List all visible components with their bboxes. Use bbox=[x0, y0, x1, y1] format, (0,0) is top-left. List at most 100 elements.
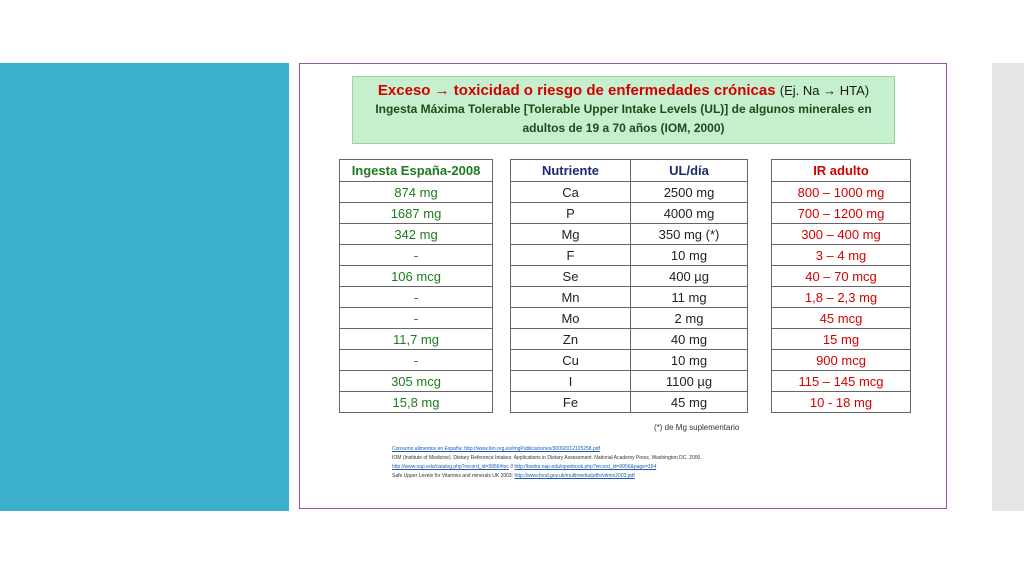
ingesta-header: Ingesta España-2008 bbox=[339, 159, 493, 182]
table-row: 10 - 18 mg bbox=[771, 391, 911, 413]
table-row: 40 – 70 mcg bbox=[771, 265, 911, 287]
left-accent-band bbox=[0, 63, 289, 511]
title-subtitle-line1: Ingesta Máxima Tolerable [Tolerable Uppe… bbox=[375, 102, 872, 116]
table-row: 106 mcg bbox=[339, 265, 493, 287]
table-row: 800 – 1000 mg bbox=[771, 181, 911, 203]
table-row: Cu 10 mg bbox=[510, 349, 748, 371]
ingesta-cell: 106 mcg bbox=[339, 265, 493, 287]
table-row: P 4000 mg bbox=[510, 202, 748, 224]
table-row: 305 mcg bbox=[339, 370, 493, 392]
ir-header: IR adulto bbox=[771, 159, 911, 182]
reference-link[interactable]: Consumo alimentos en España: http://www.… bbox=[392, 446, 600, 452]
ul-cell: 10 mg bbox=[630, 244, 748, 266]
table-row: 300 – 400 mg bbox=[771, 223, 911, 245]
nutriente-cell: Zn bbox=[510, 328, 631, 350]
slide-image: Exceso → toxicidad o riesgo de enfermeda… bbox=[299, 63, 947, 509]
table-row: 1687 mg bbox=[339, 202, 493, 224]
ir-cell: 15 mg bbox=[771, 328, 911, 350]
title-example: (Ej. Na → HTA) bbox=[779, 83, 870, 98]
ul-cell: 11 mg bbox=[630, 286, 748, 308]
ir-cell: 800 – 1000 mg bbox=[771, 181, 911, 203]
ir-cell: 115 – 145 mcg bbox=[771, 370, 911, 392]
table-row: - bbox=[339, 349, 493, 371]
ir-cell: 1,8 – 2,3 mg bbox=[771, 286, 911, 308]
ir-cell: 45 mcg bbox=[771, 307, 911, 329]
table-row: 15 mg bbox=[771, 328, 911, 350]
nutrient-ul-table: Nutriente UL/día Ca 2500 mg P 4000 mg Mg 350 … bbox=[510, 159, 748, 413]
ul-cell: 45 mg bbox=[630, 391, 748, 413]
nutriente-cell: F bbox=[510, 244, 631, 266]
ul-cell: 400 µg bbox=[630, 265, 748, 287]
ingesta-cell: - bbox=[339, 286, 493, 308]
ingesta-cell: - bbox=[339, 349, 493, 371]
table-row: I 1100 µg bbox=[510, 370, 748, 392]
title-box: Exceso → toxicidad o riesgo de enfermeda… bbox=[352, 76, 895, 144]
table-row: 15,8 mg bbox=[339, 391, 493, 413]
ingesta-cell: - bbox=[339, 307, 493, 329]
reference-text: IOM (Institute of Medicine). Dietary Ref… bbox=[392, 455, 702, 461]
nutriente-cell: I bbox=[510, 370, 631, 392]
ir-cell: 40 – 70 mcg bbox=[771, 265, 911, 287]
table-row: 900 mcg bbox=[771, 349, 911, 371]
table-row: - bbox=[339, 244, 493, 266]
ir-cell: 700 – 1200 mg bbox=[771, 202, 911, 224]
reference-link[interactable]: http://www.food.gov.uk/multimedia/pdfs/v… bbox=[514, 473, 635, 479]
table-row: Fe 45 mg bbox=[510, 391, 748, 413]
ir-cell: 10 - 18 mg bbox=[771, 391, 911, 413]
reference-link[interactable]: http://www.nap.edu/catalog.php?record_id… bbox=[392, 464, 509, 470]
ingesta-cell: 15,8 mg bbox=[339, 391, 493, 413]
table-row: Mo 2 mg bbox=[510, 307, 748, 329]
nutriente-cell: Mg bbox=[510, 223, 631, 245]
table-row: 342 mg bbox=[339, 223, 493, 245]
title-heading: Exceso → toxicidad o riesgo de enfermeda… bbox=[353, 82, 894, 99]
ul-cell: 350 mg (*) bbox=[630, 223, 748, 245]
table-row: Mg 350 mg (*) bbox=[510, 223, 748, 245]
table-row: 874 mg bbox=[339, 181, 493, 203]
table-row: F 10 mg bbox=[510, 244, 748, 266]
footnote: (*) de Mg suplementario bbox=[654, 423, 740, 432]
ir-adulto-table: IR adulto 800 – 1000 mg 700 – 1200 mg 300 … bbox=[771, 159, 911, 413]
title-subtitle-line2: adultos de 19 a 70 años (IOM, 2000) bbox=[522, 121, 725, 135]
nutriente-cell: Cu bbox=[510, 349, 631, 371]
right-side-band bbox=[992, 63, 1024, 511]
table-row: Ca 2500 mg bbox=[510, 181, 748, 203]
ir-cell: 3 – 4 mg bbox=[771, 244, 911, 266]
table-row: Mn 11 mg bbox=[510, 286, 748, 308]
reference-link[interactable]: http://books.nap.edu/openbook.php?record… bbox=[514, 464, 657, 470]
ul-header: UL/día bbox=[630, 159, 748, 182]
nutriente-cell: Mo bbox=[510, 307, 631, 329]
ingesta-cell: 1687 mg bbox=[339, 202, 493, 224]
ingesta-cell: - bbox=[339, 244, 493, 266]
ingesta-cell: 305 mcg bbox=[339, 370, 493, 392]
table-row: 3 – 4 mg bbox=[771, 244, 911, 266]
ingesta-table: Ingesta España-2008 874 mg 1687 mg 342 mg -… bbox=[339, 159, 493, 413]
table-row: 45 mcg bbox=[771, 307, 911, 329]
nutriente-cell: Fe bbox=[510, 391, 631, 413]
ul-cell: 2 mg bbox=[630, 307, 748, 329]
reference-text: Safe Upper Levels for Vitamins and miner… bbox=[392, 473, 514, 479]
right-arrow-icon: → bbox=[434, 82, 450, 99]
ul-cell: 4000 mg bbox=[630, 202, 748, 224]
title-part2: toxicidad o riesgo de enfermedades cróni… bbox=[453, 82, 776, 99]
references: Consumo alimentos en España: http://www.… bbox=[392, 445, 892, 481]
table-row: 11,7 mg bbox=[339, 328, 493, 350]
ir-cell: 900 mcg bbox=[771, 349, 911, 371]
table-row: Se 400 µg bbox=[510, 265, 748, 287]
ingesta-cell: 342 mg bbox=[339, 223, 493, 245]
ingesta-cell: 11,7 mg bbox=[339, 328, 493, 350]
table-row: 700 – 1200 mg bbox=[771, 202, 911, 224]
ul-cell: 40 mg bbox=[630, 328, 748, 350]
ir-cell: 300 – 400 mg bbox=[771, 223, 911, 245]
ul-cell: 2500 mg bbox=[630, 181, 748, 203]
ul-cell: 10 mg bbox=[630, 349, 748, 371]
nutriente-cell: Se bbox=[510, 265, 631, 287]
ul-cell: 1100 µg bbox=[630, 370, 748, 392]
title-part1: Exceso bbox=[377, 82, 431, 99]
table-row: Zn 40 mg bbox=[510, 328, 748, 350]
nutriente-header: Nutriente bbox=[510, 159, 631, 182]
reference-separator: // bbox=[508, 464, 515, 470]
table-row: - bbox=[339, 286, 493, 308]
table-row: - bbox=[339, 307, 493, 329]
nutriente-cell: Mn bbox=[510, 286, 631, 308]
table-row: 1,8 – 2,3 mg bbox=[771, 286, 911, 308]
